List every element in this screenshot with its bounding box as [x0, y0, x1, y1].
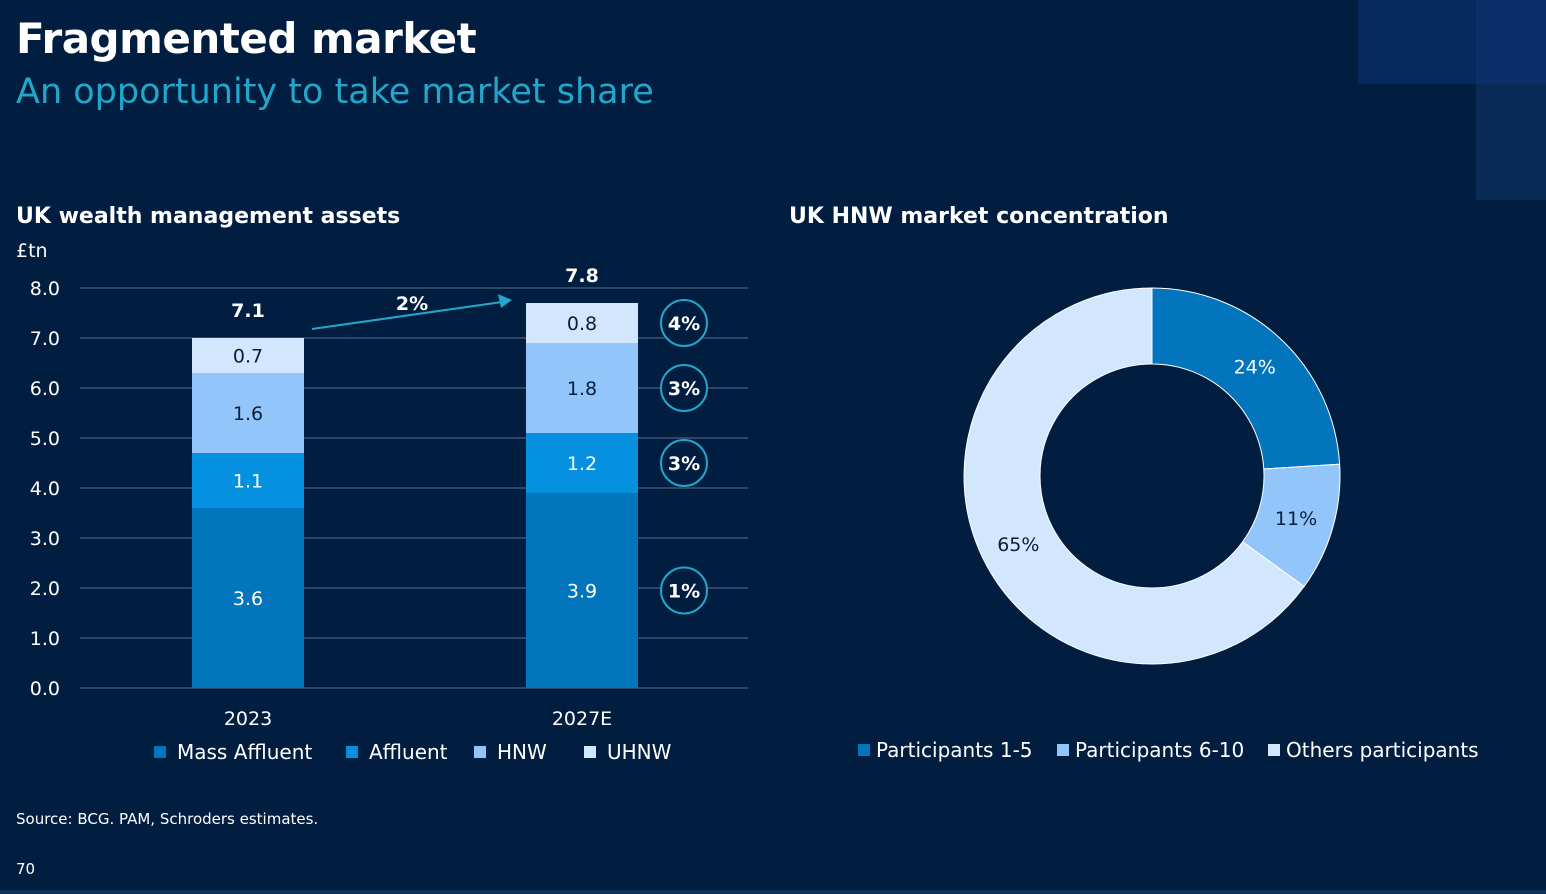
- cagr-circle: [660, 299, 708, 347]
- cagr-circle: [660, 364, 708, 412]
- legend-label: Participants 6-10: [1075, 738, 1244, 762]
- bar-value-label: 1.8: [567, 378, 597, 400]
- cagr-label: 3%: [668, 453, 700, 475]
- legend-label: Others participants: [1286, 738, 1479, 762]
- source-note: Source: BCG. PAM, Schroders estimates.: [16, 810, 319, 828]
- legend-swatch: [584, 746, 596, 758]
- legend-swatch: [1268, 744, 1280, 756]
- bar-segment: [526, 303, 638, 343]
- y-tick-label: 1.0: [30, 628, 60, 650]
- y-tick-label: 8.0: [30, 278, 60, 300]
- cagr-label: 3%: [668, 378, 700, 400]
- cagr-label: 4%: [668, 313, 700, 335]
- donut-slice-label: 65%: [997, 534, 1039, 556]
- bar-total-label: 7.8: [565, 265, 599, 287]
- corner-decoration-lower: [1476, 84, 1546, 200]
- cagr-label: 1%: [668, 581, 700, 603]
- legend-swatch: [474, 746, 486, 758]
- legend-label: Participants 1-5: [876, 738, 1033, 762]
- donut-slice-label: 24%: [1234, 357, 1276, 379]
- bottom-rule: [0, 890, 1546, 894]
- cagr-circle: [660, 566, 708, 615]
- bar-value-label: 1.1: [233, 471, 263, 493]
- y-tick-label: 7.0: [30, 328, 60, 350]
- bar-value-label: 0.8: [567, 313, 597, 335]
- bar-value-label: 1.2: [567, 453, 597, 475]
- legend-label: UHNW: [607, 740, 672, 764]
- legend-label: Mass Affluent: [177, 740, 312, 764]
- page-subtitle: An opportunity to take market share: [16, 72, 654, 112]
- y-axis-unit-label: £tn: [16, 240, 48, 262]
- cagr-circle: [660, 439, 708, 487]
- legend-label: HNW: [497, 740, 547, 764]
- bar-segment: [192, 338, 304, 373]
- legend-label: Affluent: [369, 740, 448, 764]
- bar-total-label: 7.1: [231, 300, 265, 322]
- page-title: Fragmented market: [16, 14, 477, 63]
- y-tick-label: 5.0: [30, 428, 60, 450]
- bar-segment: [526, 433, 638, 493]
- legend-swatch: [154, 746, 166, 758]
- y-tick-label: 3.0: [30, 528, 60, 550]
- page-number: 70: [16, 860, 36, 878]
- x-tick-label: 2023: [224, 708, 272, 730]
- bar-segment: [192, 453, 304, 508]
- y-tick-label: 2.0: [30, 578, 60, 600]
- bar-value-label: 1.6: [233, 403, 263, 425]
- donut-chart-title: UK HNW market concentration: [789, 204, 1169, 229]
- donut-slice: [1151, 287, 1341, 470]
- legend-swatch: [346, 746, 358, 758]
- bar-segment: [526, 343, 638, 433]
- growth-arrow-line: [311, 301, 503, 330]
- legend-swatch: [858, 744, 870, 756]
- bar-segment: [526, 493, 638, 688]
- donut-slice-label: 11%: [1275, 508, 1317, 530]
- x-tick-label: 2027E: [552, 708, 612, 730]
- growth-label: 2%: [396, 293, 428, 315]
- bar-segment: [192, 508, 304, 688]
- donut-slice: [963, 287, 1305, 665]
- y-tick-label: 0.0: [30, 678, 60, 700]
- y-tick-label: 4.0: [30, 478, 60, 500]
- y-tick-label: 6.0: [30, 378, 60, 400]
- bar-value-label: 0.7: [233, 346, 263, 368]
- growth-arrow-head: [498, 294, 512, 308]
- bar-chart-title: UK wealth management assets: [16, 204, 401, 229]
- legend-swatch: [1057, 744, 1069, 756]
- bar-value-label: 3.6: [233, 588, 263, 610]
- bar-segment: [192, 373, 304, 453]
- corner-decoration-top: [1476, 0, 1546, 84]
- bar-value-label: 3.9: [567, 581, 597, 603]
